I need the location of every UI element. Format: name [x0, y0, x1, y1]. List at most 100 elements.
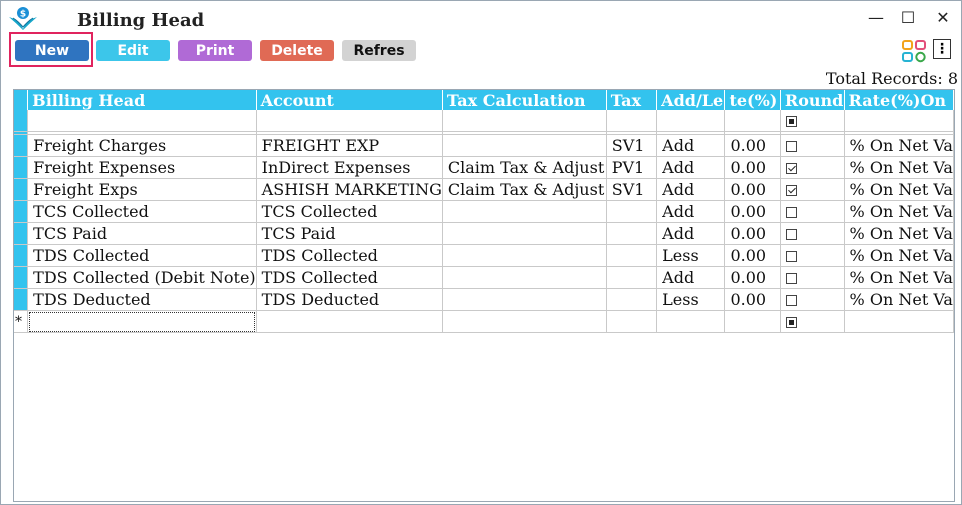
col-billing-head[interactable]: Billing Head [27, 90, 257, 110]
col-tax[interactable]: Tax [606, 90, 658, 110]
layout-grid-icon[interactable] [901, 39, 927, 63]
cell-add-less[interactable]: Add [656, 222, 726, 245]
row-header[interactable] [14, 288, 29, 311]
cell-add-less[interactable]: Add [656, 178, 726, 201]
cell-account[interactable]: TDS Collected [256, 266, 443, 289]
col-rate[interactable]: te(%) [724, 90, 781, 110]
cell-add-less[interactable]: Less [656, 244, 726, 267]
cell-tax-calculation[interactable]: Claim Tax & Adjust [442, 156, 607, 179]
maximize-button[interactable]: ☐ [900, 8, 916, 27]
row-header[interactable] [14, 222, 29, 245]
cell-account[interactable]: ASHISH MARKETING [256, 178, 443, 201]
filter-cell[interactable] [606, 110, 658, 132]
round-checkbox[interactable] [785, 141, 797, 152]
table-row[interactable]: Freight Exps ASHISH MARKETING Claim Tax & … [14, 178, 954, 201]
cell-billing-head[interactable]: TDS Collected (Debit Note) [27, 266, 257, 289]
cell-rate[interactable]: 0.00 [724, 244, 781, 267]
cell-round[interactable] [780, 266, 845, 289]
cell-rate[interactable]: 0.00 [724, 178, 781, 201]
cell-round[interactable] [780, 222, 845, 245]
new-cell-rate-on[interactable] [844, 310, 954, 333]
cell-billing-head[interactable]: Freight Exps [27, 178, 257, 201]
cell-tax[interactable] [606, 288, 658, 311]
cell-rate-on[interactable]: % On Net Va [844, 288, 954, 311]
cell-add-less[interactable]: Add [656, 266, 726, 289]
round-checkbox[interactable] [785, 273, 797, 284]
col-rate-on[interactable]: Rate(%)On [844, 90, 954, 110]
cell-tax[interactable] [606, 244, 658, 267]
cell-billing-head[interactable]: TDS Deducted [27, 288, 257, 311]
cell-add-less[interactable]: Add [656, 134, 726, 157]
cell-round[interactable] [780, 288, 845, 311]
edit-button[interactable]: Edit [96, 40, 170, 61]
cell-rate[interactable]: 0.00 [724, 288, 781, 311]
cell-tax[interactable]: PV1 [606, 156, 658, 179]
row-header[interactable] [14, 244, 29, 267]
round-checkbox[interactable] [785, 185, 797, 196]
cell-rate-on[interactable]: % On Net Va [844, 178, 954, 201]
table-row[interactable]: Freight Charges FREIGHT EXP SV1 Add 0.00 % On… [14, 134, 954, 157]
minimize-button[interactable]: — [868, 8, 884, 27]
filter-cell[interactable] [844, 110, 954, 132]
table-row[interactable]: Freight Expenses InDirect Expenses Claim T… [14, 156, 954, 179]
cell-tax-calculation[interactable] [442, 200, 607, 223]
cell-round[interactable] [780, 244, 845, 267]
cell-rate[interactable]: 0.00 [724, 266, 781, 289]
cell-rate-on[interactable]: % On Net Va [844, 156, 954, 179]
table-row[interactable]: TDS Collected TDS Collected Less 0.00 % On N… [14, 244, 954, 267]
filter-cell[interactable] [656, 110, 726, 132]
cell-tax-calculation[interactable] [442, 266, 607, 289]
cell-tax-calculation[interactable] [442, 244, 607, 267]
row-header[interactable] [14, 266, 29, 289]
cell-rate[interactable]: 0.00 [724, 222, 781, 245]
filter-cell[interactable] [256, 110, 443, 132]
cell-rate-on[interactable]: % On Net Va [844, 266, 954, 289]
col-round[interactable]: Round [780, 90, 845, 110]
round-filter-checkbox[interactable] [785, 116, 797, 127]
round-checkbox[interactable] [785, 251, 797, 262]
filter-cell[interactable] [442, 110, 607, 132]
cell-rate-on[interactable]: % On Net Va [844, 200, 954, 223]
cell-add-less[interactable]: Add [656, 200, 726, 223]
table-row[interactable]: TCS Paid TCS Paid Add 0.00 % On Net Va [14, 222, 954, 245]
round-checkbox[interactable] [785, 295, 797, 306]
round-checkbox[interactable] [785, 229, 797, 240]
cell-account[interactable]: InDirect Expenses [256, 156, 443, 179]
cell-rate[interactable]: 0.00 [724, 156, 781, 179]
cell-round[interactable] [780, 200, 845, 223]
round-checkbox[interactable] [785, 207, 797, 218]
new-button[interactable]: New [15, 40, 89, 61]
new-row[interactable]: * [14, 310, 954, 333]
round-checkbox[interactable] [785, 163, 797, 174]
cell-billing-head[interactable]: Freight Expenses [27, 156, 257, 179]
new-cell-tax[interactable] [606, 310, 658, 333]
row-header[interactable] [14, 200, 29, 223]
cell-billing-head[interactable]: TDS Collected [27, 244, 257, 267]
more-options-icon[interactable]: ⋮ [933, 39, 951, 59]
filter-cell[interactable] [724, 110, 781, 132]
cell-tax[interactable] [606, 266, 658, 289]
table-row[interactable]: TDS Collected (Debit Note) TDS Collected A… [14, 266, 954, 289]
refresh-button[interactable]: Refres [342, 40, 416, 61]
cell-account[interactable]: FREIGHT EXP [256, 134, 443, 157]
filter-cell[interactable] [780, 110, 845, 132]
cell-rate[interactable]: 0.00 [724, 200, 781, 223]
title-bar[interactable]: $ Billing Head — ☐ ✕ [1, 1, 961, 35]
table-row[interactable]: TCS Collected TCS Collected Add 0.00 % On Ne… [14, 200, 954, 223]
cell-add-less[interactable]: Less [656, 288, 726, 311]
cell-rate-on[interactable]: % On Net Va [844, 244, 954, 267]
cell-tax[interactable]: SV1 [606, 178, 658, 201]
cell-add-less[interactable]: Add [656, 156, 726, 179]
col-account[interactable]: Account [256, 90, 443, 110]
new-cell-billing-head[interactable] [27, 310, 257, 333]
delete-button[interactable]: Delete [260, 40, 334, 61]
cell-tax-calculation[interactable]: Claim Tax & Adjust [442, 178, 607, 201]
new-cell-rate[interactable] [724, 310, 781, 333]
table-row[interactable]: TDS Deducted TDS Deducted Less 0.00 % On Net… [14, 288, 954, 311]
filter-cell[interactable] [27, 110, 257, 132]
cell-account[interactable]: TDS Collected [256, 244, 443, 267]
cell-rate-on[interactable]: % On Net Va [844, 222, 954, 245]
cell-tax[interactable]: SV1 [606, 134, 658, 157]
close-button[interactable]: ✕ [936, 8, 950, 27]
cell-billing-head[interactable]: TCS Collected [27, 200, 257, 223]
